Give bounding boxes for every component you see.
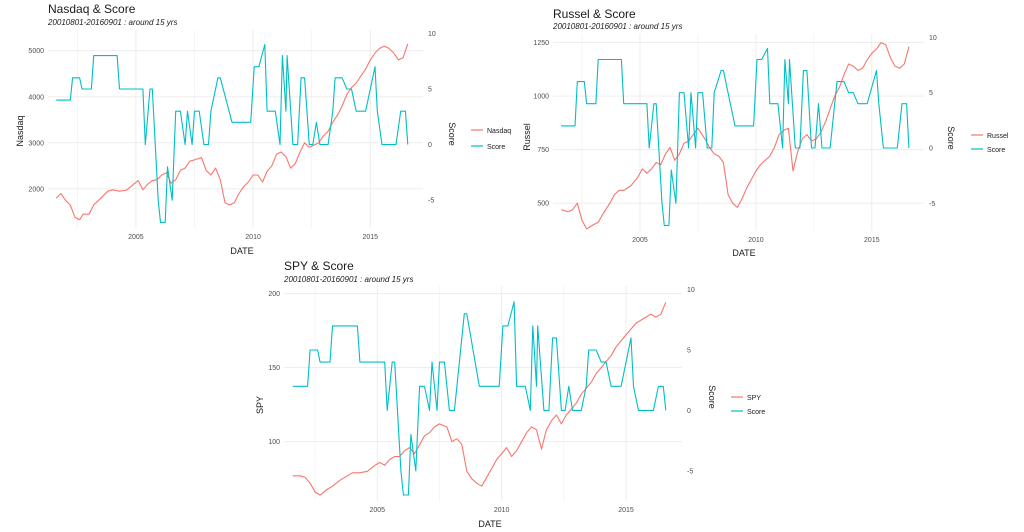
russel-chart-panel: Russel & Score 20010801-20160901 : aroun… — [512, 0, 1024, 262]
nasdaq-score-chart: Nasdaq & Score 20010801-20160901 : aroun… — [15, 2, 511, 256]
series-line-spy — [292, 302, 667, 496]
x-axis-label: DATE — [732, 248, 755, 258]
y-tick-label-right: 5 — [428, 86, 432, 93]
grid-lines — [284, 286, 682, 501]
y-tick-label-right: -5 — [428, 198, 434, 205]
y-tick-label-right: 0 — [929, 145, 933, 152]
legend-label-index: SPY — [747, 395, 761, 402]
y-tick-label-right: 5 — [929, 90, 933, 97]
grid-lines — [553, 34, 924, 231]
nasdaq-chart-panel: Nasdaq & Score 20010801-20160901 : aroun… — [0, 0, 512, 262]
grid-lines — [48, 30, 423, 228]
y-tick-label-right: 0 — [428, 142, 432, 149]
y-tick-label-right: 10 — [929, 35, 937, 42]
x-tick-label: 2015 — [618, 507, 634, 514]
y-axis-label-left: SPY — [255, 396, 265, 414]
y-axis-label-left: Russel — [522, 123, 532, 151]
y-tick-label-left: 500 — [537, 201, 549, 208]
tick-labels: 2005 2010 2015 100 150 200 -5 0 5 10 — [268, 287, 695, 514]
x-tick-label: 2005 — [369, 507, 385, 514]
y-tick-label-left: 4000 — [28, 94, 44, 101]
y-tick-label-left: 1250 — [533, 40, 549, 47]
legend-label-index: Nasdaq — [487, 128, 511, 135]
legend-label-index: Russel — [987, 133, 1009, 140]
y-tick-label-right: 0 — [687, 408, 691, 415]
x-tick-label: 2010 — [748, 237, 764, 244]
legend: Nasdaq Score — [471, 128, 511, 151]
y-tick-label-left: 200 — [268, 291, 280, 298]
tick-labels: 2005 2010 2015 2000 3000 4000 5000 -5 0 5 10 — [28, 31, 435, 241]
chart-title: Nasdaq & Score — [48, 2, 136, 16]
chart-subtitle: 20010801-20160901 : around 15 yrs — [552, 22, 682, 31]
y-axis-label-right: Score — [946, 126, 956, 150]
y-tick-label-right: 5 — [687, 348, 691, 355]
x-axis-label: DATE — [478, 519, 501, 529]
x-tick-label: 2005 — [128, 234, 144, 241]
y-tick-label-left: 1000 — [533, 94, 549, 101]
russel-score-chart: Russel & Score 20010801-20160901 : aroun… — [522, 7, 1009, 258]
series-line-score — [56, 43, 409, 223]
legend: SPY Score — [731, 395, 765, 416]
series-line-russel — [560, 42, 910, 230]
y-tick-label-right: 10 — [687, 287, 695, 294]
legend-label-score: Score — [987, 147, 1005, 154]
y-tick-label-right: 10 — [428, 31, 436, 38]
x-tick-label: 2015 — [362, 234, 378, 241]
series-line-score — [292, 301, 667, 496]
x-tick-label: 2010 — [494, 507, 510, 514]
y-axis-label-right: Score — [447, 122, 457, 146]
x-tick-label: 2010 — [245, 234, 261, 241]
y-axis-label-right: Score — [707, 385, 717, 409]
x-axis-label: DATE — [230, 246, 253, 256]
chart-subtitle: 20010801-20160901 : around 15 yrs — [283, 275, 413, 284]
chart-subtitle: 20010801-20160901 : around 15 yrs — [47, 18, 177, 27]
x-tick-label: 2015 — [864, 237, 880, 244]
chart-title: SPY & Score — [284, 259, 354, 273]
legend: Russel Score — [971, 133, 1009, 154]
y-axis-label-left: Nasdaq — [15, 115, 25, 146]
y-tick-label-left: 100 — [268, 439, 280, 446]
y-tick-label-right: -5 — [687, 468, 693, 475]
spy-score-chart: SPY & Score 20010801-20160901 : around 1… — [255, 259, 765, 529]
legend-label-score: Score — [747, 409, 765, 416]
chart-title: Russel & Score — [553, 7, 636, 21]
series-line-nasdaq — [55, 43, 409, 221]
x-tick-label: 2005 — [632, 237, 648, 244]
tick-labels: 2005 2010 2015 500 750 1000 1250 -5 0 5 10 — [533, 35, 936, 244]
legend-label-score: Score — [487, 144, 505, 151]
y-tick-label-left: 3000 — [28, 140, 44, 147]
y-tick-label-left: 2000 — [28, 186, 44, 193]
y-tick-label-left: 150 — [268, 365, 280, 372]
y-tick-label-left: 5000 — [28, 48, 44, 55]
y-tick-label-left: 750 — [537, 147, 549, 154]
spy-chart-panel: SPY & Score 20010801-20160901 : around 1… — [240, 256, 780, 532]
series-line-score — [561, 47, 910, 227]
y-tick-label-right: -5 — [929, 201, 935, 208]
